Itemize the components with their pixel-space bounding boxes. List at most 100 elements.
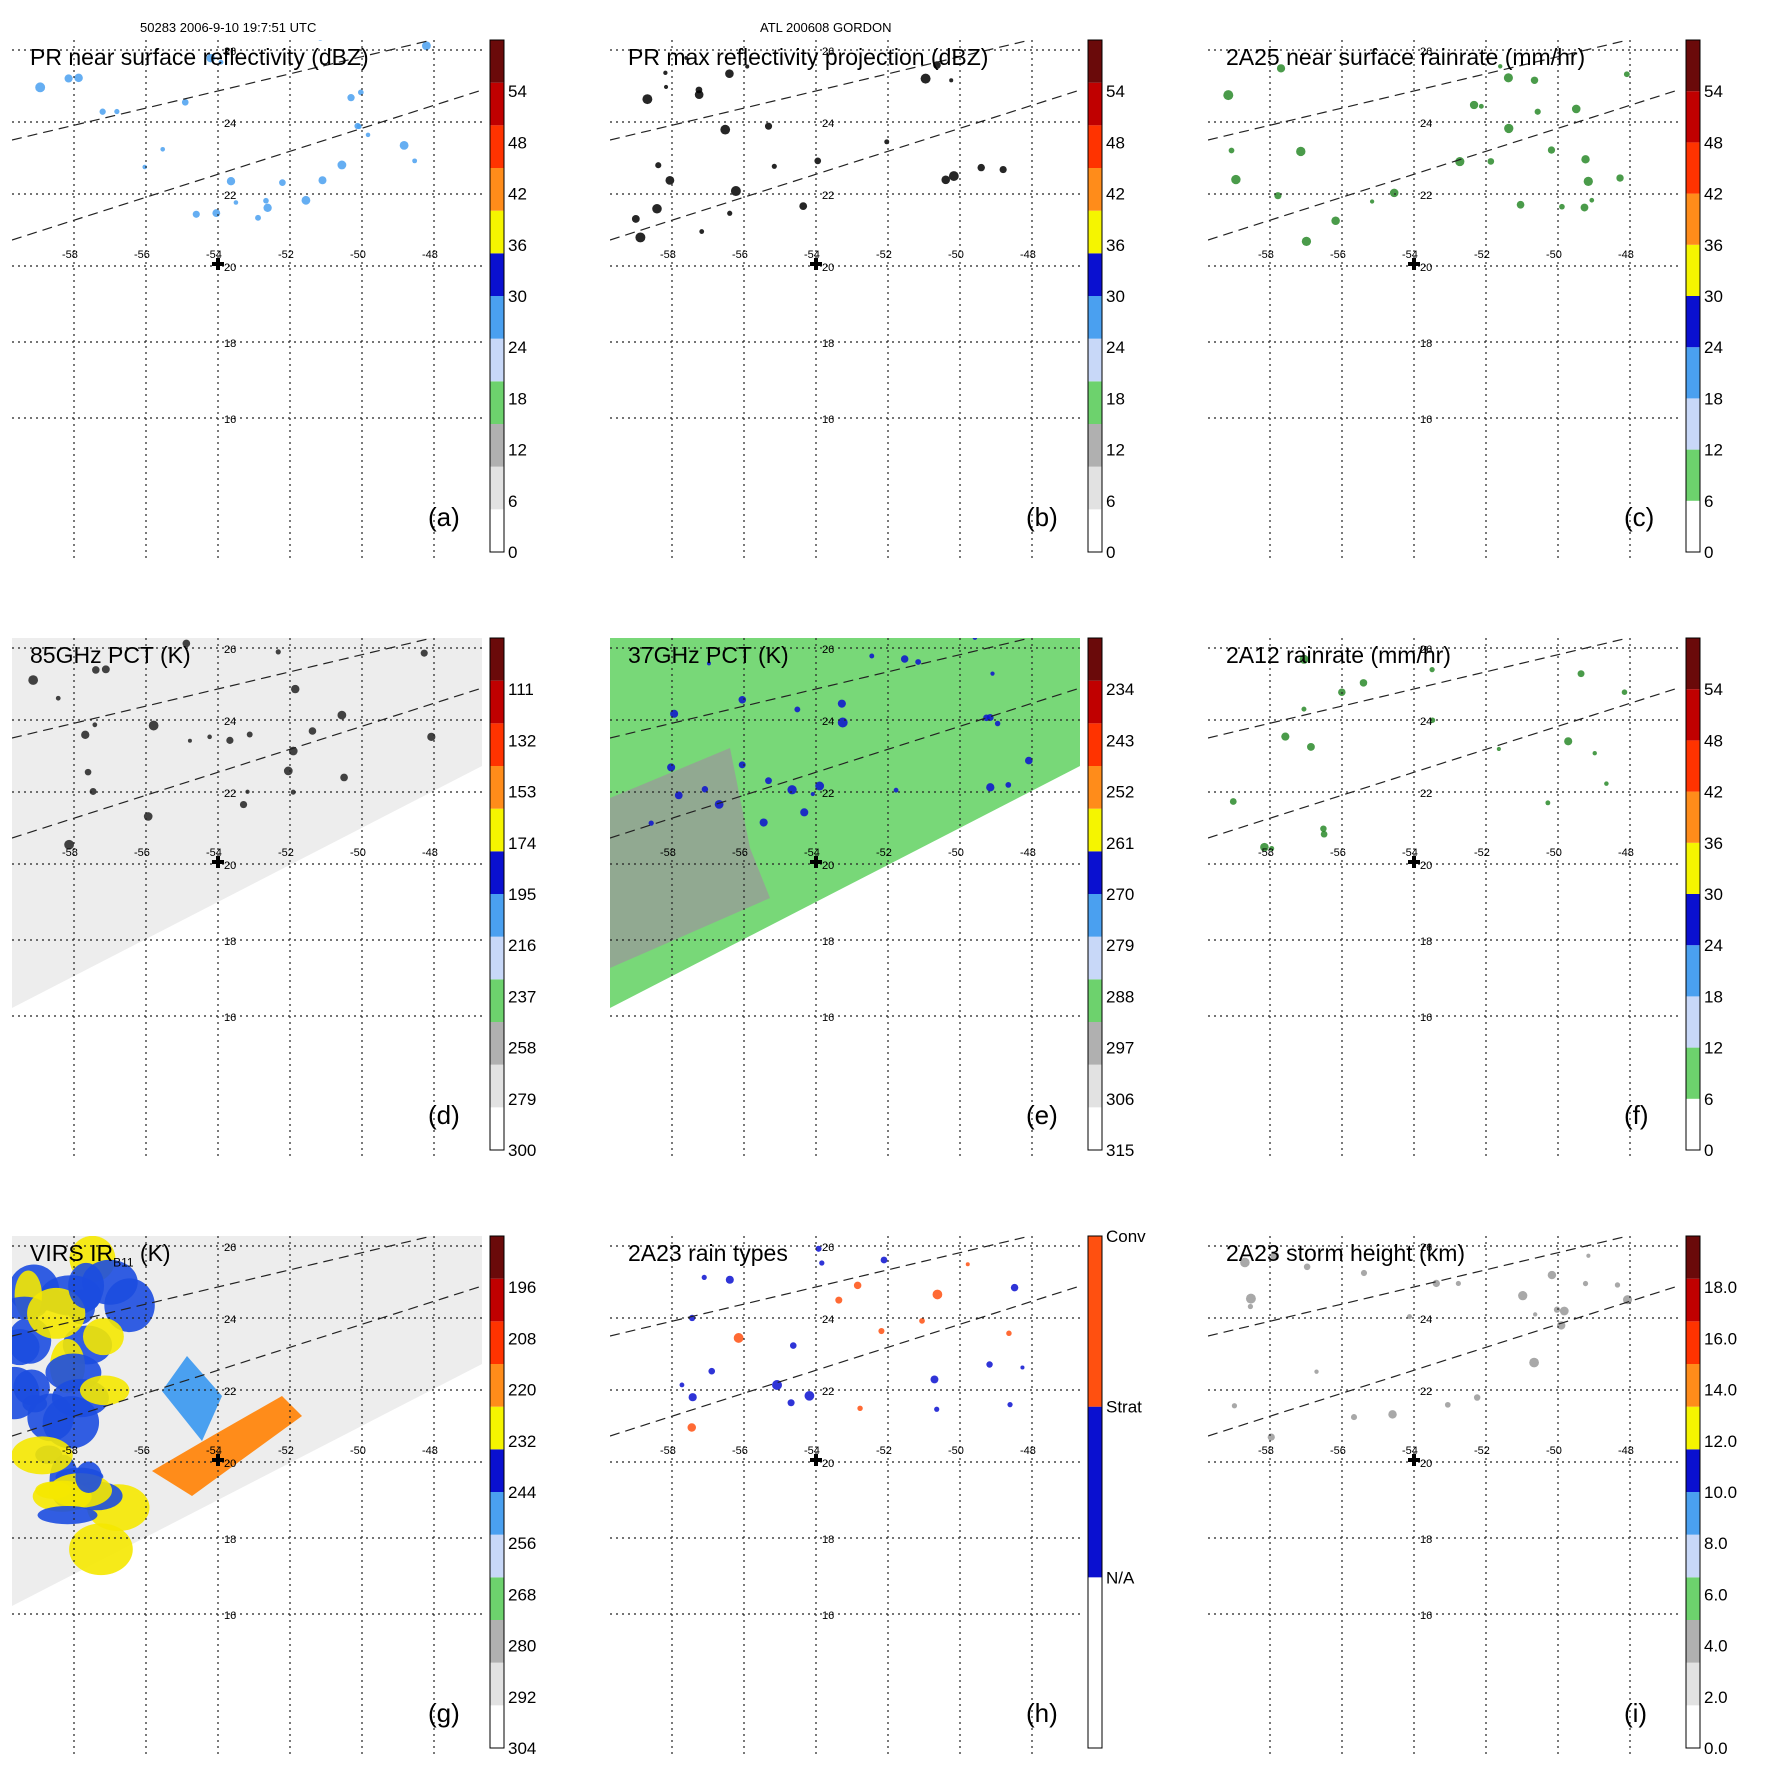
swath-edge-line bbox=[12, 687, 482, 839]
colorbar-segment bbox=[1088, 210, 1102, 254]
colorbar-tick: 8.0 bbox=[1704, 1534, 1728, 1553]
colorbar-segment bbox=[1088, 509, 1102, 552]
lon-label: -48 bbox=[1020, 249, 1036, 261]
echo-pixel bbox=[1444, 1401, 1451, 1408]
swath-edge-line bbox=[610, 687, 1080, 839]
lon-label: -56 bbox=[1330, 1445, 1346, 1457]
echo-pixel bbox=[648, 820, 654, 826]
colorbar-segment bbox=[490, 1662, 504, 1706]
colorbar-tick: 12.0 bbox=[1704, 1432, 1737, 1451]
colorbar-tick: 42 bbox=[1106, 185, 1125, 204]
echo-pixel bbox=[932, 1289, 943, 1300]
colorbar-svg: 304 292 280 268 256 244 232 220 208 196 bbox=[489, 1235, 536, 1758]
echo-pixel bbox=[1007, 1402, 1013, 1408]
colorbar-tick: 270 bbox=[1106, 885, 1134, 904]
colorbar: 0.0 2.0 4.0 6.0 8.0 10.0 12.0 14.0 16.0 18.0 bbox=[1685, 1235, 1756, 1758]
panel-e: -58 -56 -54 -52 -50 -48 26 24 22 20 18 16 37GHz PCT … bbox=[598, 637, 1178, 1178]
echo-pixel bbox=[421, 41, 431, 51]
colorbar-segment bbox=[490, 125, 504, 168]
swath-edge-line bbox=[1208, 40, 1629, 141]
cloud-cell bbox=[27, 1287, 86, 1339]
colorbar-tick: 258 bbox=[508, 1039, 536, 1058]
echo-pixel bbox=[687, 1423, 696, 1432]
lat-label: 16 bbox=[224, 1610, 236, 1622]
lat-label: 26 bbox=[1420, 1242, 1432, 1254]
colorbar-tick: 48 bbox=[1106, 133, 1125, 152]
echo-pixel bbox=[835, 1296, 843, 1304]
lon-label: -50 bbox=[350, 1445, 366, 1457]
echo-pixel bbox=[1005, 782, 1012, 788]
lon-label: -58 bbox=[62, 249, 78, 261]
colorbar-segment bbox=[1088, 638, 1102, 681]
echo-pixel bbox=[1320, 830, 1328, 838]
lat-label: 20 bbox=[822, 860, 834, 872]
colorbar-segment bbox=[490, 723, 504, 766]
echo-pixel bbox=[1020, 1365, 1025, 1370]
lat-label: 24 bbox=[1420, 716, 1432, 728]
echo-pixel bbox=[880, 1256, 888, 1264]
echo-pixel bbox=[1359, 679, 1368, 687]
colorbar-segment bbox=[1686, 1705, 1700, 1748]
colorbar-segment bbox=[490, 1620, 504, 1663]
echo-pixel bbox=[347, 94, 355, 102]
echo-pixel bbox=[212, 209, 221, 217]
echo-pixel bbox=[706, 661, 711, 666]
lat-label: 16 bbox=[822, 1012, 834, 1024]
echo-pixel bbox=[771, 163, 777, 169]
echo-pixel bbox=[1564, 737, 1573, 746]
panel-h: -58 -56 -54 -52 -50 -48 26 24 22 20 18 16 2A23 rain … bbox=[598, 1227, 1178, 1776]
colorbar-segment bbox=[490, 82, 504, 126]
colorbar-tick: 234 bbox=[1106, 680, 1134, 699]
echo-pixel bbox=[206, 53, 215, 63]
echo-pixel bbox=[1360, 1269, 1368, 1277]
colorbar-frame bbox=[1087, 39, 1103, 553]
echo-pixel bbox=[837, 717, 848, 728]
echo-pixel bbox=[1276, 64, 1286, 73]
lon-label: -56 bbox=[134, 249, 150, 261]
echo-pixel bbox=[1260, 842, 1269, 852]
lat-label: 24 bbox=[822, 118, 834, 130]
colorbar-tick: 244 bbox=[508, 1483, 536, 1502]
cloud-cell bbox=[162, 1356, 222, 1441]
colorbar-segment bbox=[490, 894, 504, 937]
colorbar-segment bbox=[1686, 347, 1700, 399]
echo-pixel bbox=[263, 197, 269, 204]
lat-label: 26 bbox=[822, 644, 834, 656]
panel-title: 2A23 rain types bbox=[628, 1240, 788, 1267]
echo-pixel bbox=[399, 140, 409, 150]
map-area: -58 -56 -54 -52 -50 -48 26 24 22 20 18 16 bbox=[610, 1236, 1080, 1756]
colorbar-segment bbox=[1088, 381, 1102, 424]
echo-pixel bbox=[64, 74, 73, 83]
echo-pixel bbox=[730, 186, 741, 197]
colorbar-tick: Conv bbox=[1106, 1227, 1146, 1246]
colorbar-svg: 0 6 12 18 24 30 36 42 48 54 bbox=[1685, 637, 1723, 1160]
colorbar-segment bbox=[490, 381, 504, 424]
panel-title-text: 2A23 storm height (km) bbox=[1226, 1240, 1466, 1266]
swath-edge-line bbox=[610, 89, 1080, 241]
lon-label: -58 bbox=[1258, 249, 1274, 261]
colorbar-segment bbox=[1686, 193, 1700, 245]
echo-pixel bbox=[965, 1262, 970, 1267]
panel-label: (d) bbox=[428, 1100, 460, 1130]
echo-pixel bbox=[357, 89, 364, 96]
echo-pixel bbox=[246, 731, 253, 738]
colorbar-tick: 0 bbox=[1704, 543, 1713, 562]
echo-pixel bbox=[226, 177, 236, 186]
colorbar-tick: 279 bbox=[508, 1090, 536, 1109]
echo-pixel bbox=[799, 202, 808, 210]
panel-label: (g) bbox=[428, 1698, 460, 1728]
colorbar-segment bbox=[1088, 936, 1102, 980]
panel-f: -58 -56 -54 -52 -50 -48 26 24 22 20 18 16 2A12 rainr… bbox=[1196, 637, 1771, 1178]
lon-label: -52 bbox=[1474, 1445, 1490, 1457]
colorbar-tick: Strat bbox=[1106, 1398, 1142, 1417]
colorbar-segment bbox=[1088, 1022, 1102, 1065]
echo-pixel bbox=[738, 761, 746, 769]
swath-edge-line bbox=[1208, 687, 1678, 839]
echo-pixel bbox=[663, 70, 668, 75]
echo-pixel bbox=[142, 164, 148, 170]
lon-label: -52 bbox=[1474, 249, 1490, 261]
warm-region bbox=[610, 748, 770, 968]
colorbar-frame bbox=[1087, 1235, 1103, 1749]
lat-label: 18 bbox=[224, 1534, 236, 1546]
colorbar-tick: 48 bbox=[1704, 731, 1723, 750]
